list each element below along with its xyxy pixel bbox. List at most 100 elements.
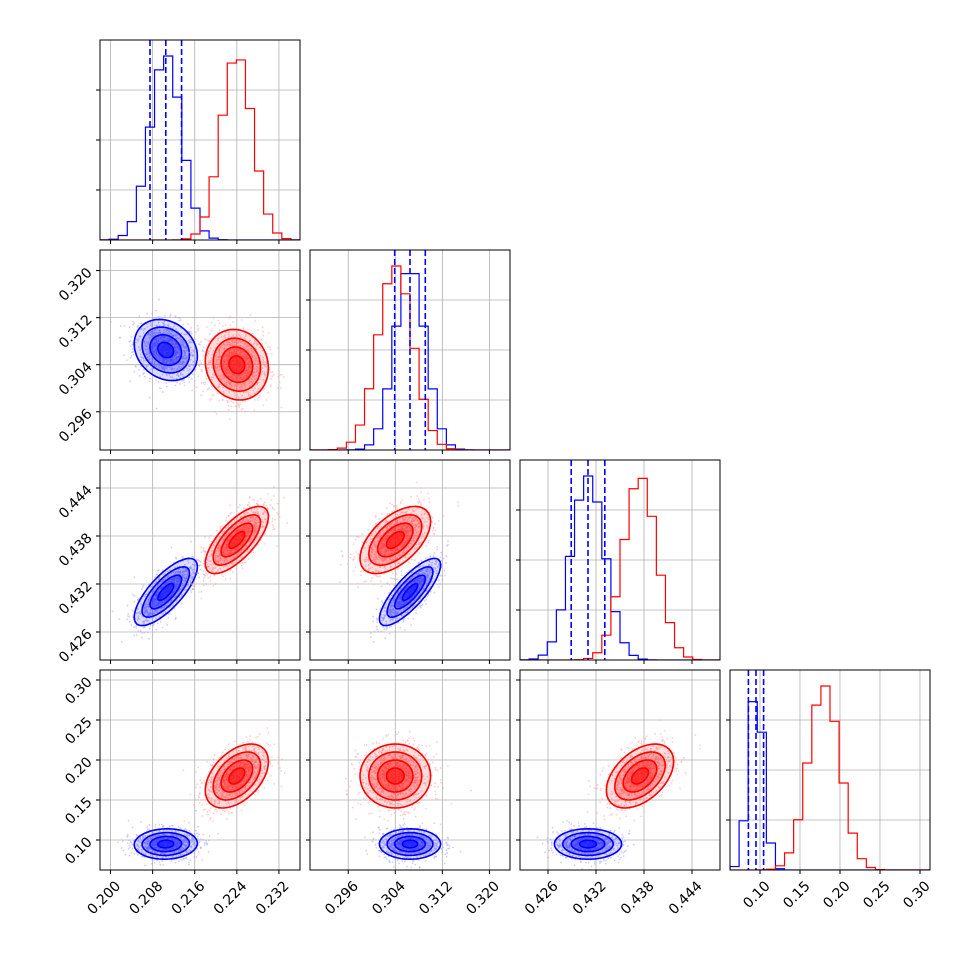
scatter-point bbox=[271, 523, 274, 526]
scatter-point bbox=[200, 363, 203, 366]
scatter-point bbox=[271, 371, 274, 374]
scatter-point bbox=[179, 319, 182, 321]
scatter-point bbox=[249, 377, 252, 380]
scatter-point bbox=[248, 505, 251, 508]
scatter-point bbox=[228, 353, 230, 356]
scatter-point bbox=[158, 366, 160, 369]
scatter-point bbox=[270, 352, 273, 355]
scatter-point bbox=[241, 567, 244, 570]
scatter-point bbox=[263, 370, 266, 373]
scatter-point bbox=[228, 331, 231, 334]
scatter-point bbox=[153, 612, 156, 614]
scatter-point bbox=[210, 357, 213, 360]
scatter-point bbox=[237, 349, 240, 351]
tick-label-y: 0.444 bbox=[56, 482, 96, 522]
scatter-point bbox=[188, 364, 190, 367]
tick-label-y: 0.312 bbox=[56, 312, 96, 352]
scatter-point bbox=[269, 348, 272, 351]
scatter-point bbox=[237, 359, 240, 362]
scatter-point bbox=[232, 321, 235, 323]
scatter-point bbox=[226, 336, 229, 339]
scatter-point bbox=[188, 342, 191, 344]
scatter-point bbox=[441, 553, 444, 556]
scatter-point bbox=[166, 598, 168, 601]
scatter-point bbox=[271, 520, 274, 523]
scatter-point bbox=[249, 366, 252, 369]
scatter-point bbox=[184, 577, 187, 580]
scatter-point bbox=[282, 496, 285, 499]
scatter-point bbox=[179, 316, 181, 319]
scatter-point bbox=[243, 354, 245, 356]
scatter-point bbox=[171, 580, 174, 583]
scatter-point bbox=[253, 399, 256, 401]
scatter-point bbox=[261, 373, 263, 376]
scatter-point bbox=[227, 408, 230, 411]
scatter-point bbox=[228, 418, 231, 420]
scatter-point bbox=[216, 342, 219, 345]
scatter-point bbox=[232, 570, 234, 573]
scatter-point bbox=[138, 315, 141, 318]
scatter-point bbox=[247, 366, 250, 369]
scatter-point bbox=[176, 599, 178, 601]
scatter-point bbox=[199, 568, 202, 571]
scatter-point bbox=[277, 387, 279, 390]
scatter-point bbox=[248, 370, 251, 373]
scatter-point bbox=[174, 384, 177, 387]
scatter-point bbox=[214, 583, 217, 586]
scatter-point bbox=[215, 362, 218, 364]
scatter-point bbox=[234, 405, 237, 408]
scatter-point bbox=[232, 401, 234, 404]
scatter-point bbox=[131, 320, 134, 323]
scatter-point bbox=[386, 582, 389, 585]
scatter-point bbox=[190, 341, 193, 344]
scatter-point bbox=[180, 372, 182, 375]
scatter-point bbox=[223, 347, 226, 350]
scatter-point bbox=[142, 368, 145, 371]
scatter-point bbox=[166, 337, 169, 340]
scatter-point bbox=[223, 367, 225, 370]
scatter-point bbox=[391, 503, 394, 506]
scatter-point bbox=[153, 342, 156, 345]
scatter-point bbox=[420, 559, 423, 562]
scatter-point bbox=[157, 364, 160, 367]
scatter-point bbox=[436, 548, 438, 551]
scatter-point bbox=[246, 363, 249, 365]
scatter-point bbox=[226, 360, 229, 362]
scatter-point bbox=[233, 369, 236, 371]
scatter-point bbox=[208, 536, 211, 539]
scatter-point bbox=[171, 330, 174, 333]
scatter-point bbox=[244, 400, 247, 403]
scatter-point bbox=[191, 573, 194, 576]
scatter-point bbox=[270, 499, 273, 501]
scatter-point bbox=[357, 536, 360, 539]
scatter-point bbox=[118, 336, 121, 339]
scatter-point bbox=[200, 564, 202, 567]
scatter-point bbox=[154, 309, 157, 312]
scatter-point bbox=[369, 632, 372, 635]
scatter-point bbox=[438, 582, 441, 585]
scatter-point bbox=[242, 327, 245, 330]
scatter-point bbox=[214, 324, 216, 327]
scatter-point bbox=[194, 338, 196, 340]
scatter-point bbox=[248, 373, 250, 376]
scatter-point bbox=[135, 634, 138, 636]
scatter-point bbox=[227, 381, 229, 384]
scatter-point bbox=[128, 326, 131, 328]
scatter-point bbox=[225, 517, 228, 519]
scatter-point bbox=[155, 407, 158, 410]
scatter-point bbox=[218, 386, 221, 388]
scatter-point bbox=[185, 346, 188, 348]
scatter-point bbox=[197, 362, 200, 365]
scatter-point bbox=[262, 362, 265, 365]
scatter-point bbox=[191, 588, 194, 590]
scatter-point bbox=[276, 502, 279, 505]
scatter-point bbox=[231, 375, 234, 377]
scatter-point bbox=[255, 365, 258, 368]
scatter-point bbox=[241, 407, 244, 410]
scatter-point bbox=[218, 369, 220, 372]
scatter-point bbox=[153, 610, 156, 613]
scatter-point bbox=[153, 360, 156, 363]
scatter-point bbox=[204, 338, 206, 340]
scatter-point bbox=[123, 324, 126, 327]
scatter-point bbox=[218, 399, 221, 402]
